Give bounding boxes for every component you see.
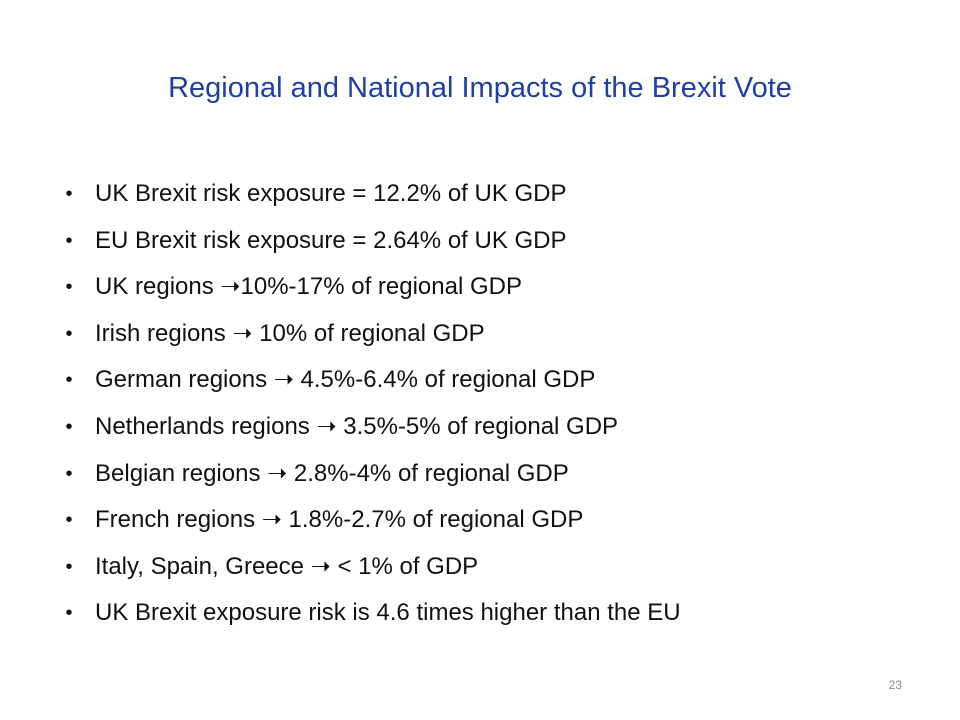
bullet-icon: • [65, 229, 73, 252]
bullet-item: • French regions ➝ 1.8%-2.7% of regional… [62, 497, 922, 544]
bullet-icon: • [65, 322, 73, 345]
bullet-list: • UK Brexit risk exposure = 12.2% of UK … [62, 171, 922, 637]
bullet-text: Belgian regions ➝ 2.8%-4% of regional GD… [95, 459, 569, 487]
bullet-text: EU Brexit risk exposure = 2.64% of UK GD… [95, 226, 567, 254]
bullet-icon: • [65, 276, 73, 299]
bullet-icon: • [65, 183, 73, 205]
bullet-item: • Belgian regions ➝ 2.8%-4% of regional … [62, 451, 922, 498]
bullet-text: Netherlands regions ➝ 3.5%-5% of regiona… [95, 412, 619, 440]
bullet-icon: • [65, 602, 73, 625]
bullet-icon: • [65, 462, 73, 485]
bullet-text: German regions ➝ 4.5%-6.4% of regional G… [95, 366, 596, 394]
bullet-item: • UK regions ➝10%-17% of regional GDP [62, 264, 922, 311]
bullet-item: • German regions ➝ 4.5%-6.4% of regional… [62, 357, 922, 404]
bullet-text: Italy, Spain, Greece ➝ < 1% of GDP [95, 552, 479, 580]
bullet-text: Irish regions ➝ 10% of regional GDP [95, 319, 485, 347]
bullet-item: • Irish regions ➝ 10% of regional GDP [62, 311, 922, 358]
slide-number: 23 [888, 678, 902, 692]
bullet-icon: • [65, 415, 73, 438]
bullet-icon: • [65, 509, 73, 532]
bullet-icon: • [65, 555, 73, 578]
bullet-icon: • [65, 369, 73, 392]
bullet-item: • UK Brexit risk exposure = 12.2% of UK … [62, 171, 922, 218]
slide-title: Regional and National Impacts of the Bre… [168, 72, 792, 104]
bullet-text: French regions ➝ 1.8%-2.7% of regional G… [95, 506, 584, 534]
bullet-item: • EU Brexit risk exposure = 2.64% of UK … [62, 218, 922, 265]
bullet-text: UK Brexit risk exposure = 12.2% of UK GD… [95, 180, 567, 207]
bullet-item: • UK Brexit exposure risk is 4.6 times h… [62, 590, 922, 637]
bullet-text: UK regions ➝10%-17% of regional GDP [95, 273, 522, 301]
bullet-item: • Italy, Spain, Greece ➝ < 1% of GDP [62, 544, 922, 591]
bullet-text: UK Brexit exposure risk is 4.6 times hig… [95, 599, 681, 627]
bullet-item: • Netherlands regions ➝ 3.5%-5% of regio… [62, 404, 922, 451]
